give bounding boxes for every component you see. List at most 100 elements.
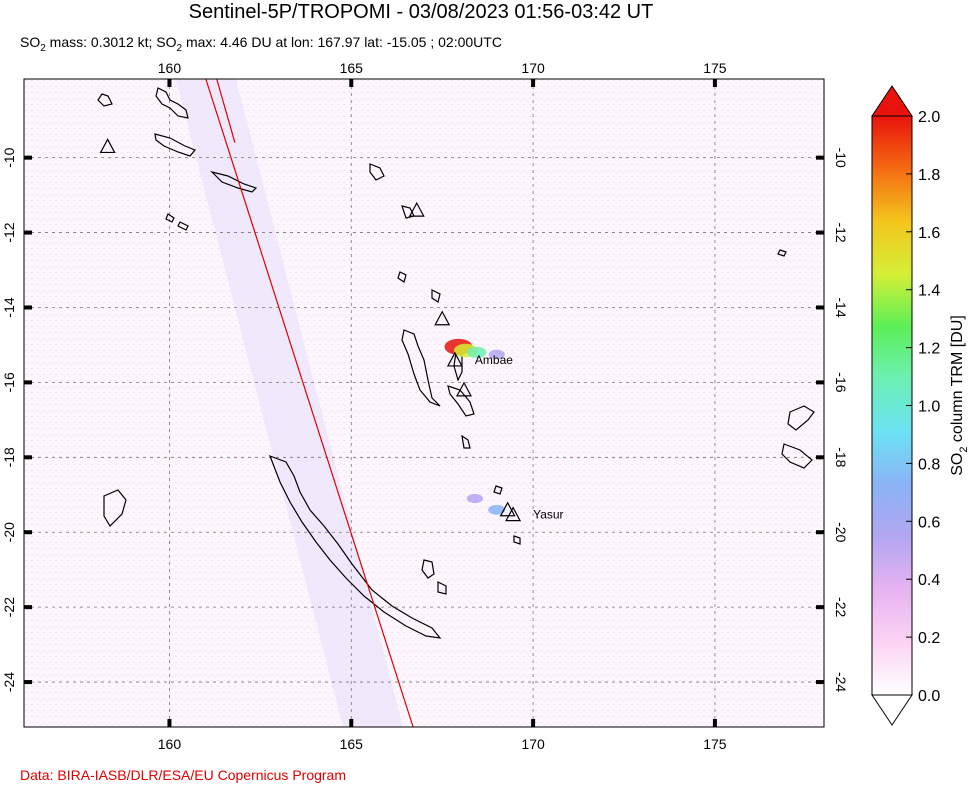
x-tick-label-top: 160	[158, 60, 182, 76]
y-tick-mark	[24, 155, 32, 160]
x-tick-mark	[167, 79, 172, 87]
y-tick-label-right: -16	[833, 372, 849, 392]
coastline-loyalty	[437, 581, 447, 595]
y-tick-label-left: -20	[1, 522, 17, 542]
y-tick-label-left: -18	[1, 447, 17, 467]
colorbar-tick-label: 0.0	[918, 688, 940, 705]
coastline-fiji	[787, 405, 815, 431]
x-tick-mark	[349, 79, 354, 87]
map-background	[24, 79, 824, 727]
y-tick-label-left: -16	[1, 372, 17, 392]
y-tick-label-left: -10	[1, 147, 17, 167]
coastline-solomon	[165, 213, 175, 223]
coastline-solomon	[210, 170, 258, 193]
coastline-vanuatu	[447, 385, 475, 417]
x-tick-mark	[531, 719, 536, 727]
y-tick-mark	[816, 230, 824, 235]
x-tick-label-bottom: 175	[703, 736, 727, 752]
colorbar-tick-label: 0.6	[918, 514, 940, 531]
y-tick-mark	[816, 680, 824, 685]
y-tick-mark	[24, 530, 32, 535]
y-tick-label-right: -10	[833, 148, 849, 168]
x-tick-label-bottom: 170	[521, 736, 545, 752]
y-tick-label-right: -18	[833, 447, 849, 467]
x-tick-mark	[167, 719, 172, 727]
y-tick-mark	[816, 530, 824, 535]
y-tick-label-left: -12	[1, 222, 17, 242]
orbit-line	[205, 78, 414, 728]
coastline-vanuatu	[401, 329, 441, 407]
y-tick-label-right: -14	[833, 297, 849, 317]
map-frame	[23, 78, 825, 728]
x-tick-label-top: 165	[340, 60, 364, 76]
y-tick-label-right: -20	[833, 522, 849, 542]
coastline-santacruz	[369, 163, 385, 181]
coastline-solomon	[177, 221, 189, 231]
y-tick-label-right: -24	[833, 672, 849, 692]
swath-area	[175, 79, 404, 727]
coastline-fiji	[781, 443, 813, 469]
coastline-vanuatu	[431, 289, 441, 303]
colorbar-tick-label: 2.0	[918, 109, 940, 126]
y-tick-label-right: -22	[833, 597, 849, 617]
volcano-marker	[408, 201, 425, 217]
coastline-vanuatu	[397, 271, 407, 283]
colorbar-tick-label: 1.0	[918, 399, 940, 416]
orbit-lines	[205, 78, 414, 728]
y-tick-mark	[816, 455, 824, 460]
coastline-solomon	[154, 133, 196, 157]
coastline-newcaledonia	[268, 454, 442, 639]
coastline-solomon	[155, 87, 189, 119]
colorbar-label: SO2 column TRM [DU]	[949, 315, 969, 476]
x-tick-mark	[531, 79, 536, 87]
y-tick-mark	[816, 305, 824, 310]
x-tick-mark	[712, 79, 717, 87]
volcano-marker	[434, 310, 451, 326]
volcano-marker	[505, 506, 522, 522]
volcano-label: Ambae	[475, 353, 513, 367]
x-tick-label-bottom: 160	[158, 736, 182, 752]
x-tick-label-top: 170	[521, 60, 545, 76]
coastline-solomon	[97, 93, 113, 107]
y-tick-mark	[24, 680, 32, 685]
chart-title: Sentinel-5P/TROPOMI - 03/08/2023 01:56-0…	[188, 1, 654, 23]
chart-subtitle: SO2 mass: 0.3012 kt; SO2 max: 4.46 DU at…	[20, 34, 502, 54]
colorbar-tick-label: 1.4	[918, 283, 940, 300]
so2-plume-point	[488, 504, 506, 515]
x-tick-label-top: 175	[703, 60, 727, 76]
coastline-chesterfield	[103, 489, 127, 527]
x-tick-label-bottom: 165	[340, 736, 364, 752]
y-tick-mark	[24, 455, 32, 460]
volcano-marker	[499, 501, 516, 517]
y-tick-mark	[816, 380, 824, 385]
volcano-markers: Ambae Yasur	[99, 138, 564, 522]
y-tick-label-left: -14	[1, 297, 17, 317]
colorbar-tick-label: 1.2	[918, 341, 940, 358]
colorbar: 0.0 0.2 0.4 0.6 0.8 1.0 1.2 1.4 1.6 1.8 2.0 SO2 col…	[871, 85, 969, 726]
y-tick-mark	[24, 305, 32, 310]
so2-plume-point	[466, 493, 484, 504]
colorbar-tick-label: 0.4	[918, 572, 940, 589]
data-credit: Data: BIRA-IASB/DLR/ESA/EU Copernicus Pr…	[20, 767, 347, 783]
colorbar-bar	[871, 115, 913, 696]
y-tick-mark	[24, 230, 32, 235]
volcano-marker	[446, 351, 463, 367]
so2-plume-point	[466, 346, 487, 359]
volcano-marker	[99, 138, 116, 154]
grid-lines	[24, 79, 824, 727]
swath-band	[175, 79, 404, 727]
y-tick-mark	[24, 605, 32, 610]
orbit-line	[216, 78, 236, 143]
so2-plume-point	[488, 349, 505, 359]
coastline-vanuatu	[493, 485, 503, 495]
colorbar-tick-label: 0.8	[918, 456, 940, 473]
x-tick-mark	[712, 719, 717, 727]
map-axes: 160 160 165 165 170 170 175 175 -10 -10 -12 -12 -14 -…	[1, 60, 849, 752]
colorbar-tick-label: 1.8	[918, 167, 940, 184]
so2-plumes	[444, 338, 506, 515]
volcano-marker	[455, 381, 473, 397]
coastline-vanuatu	[461, 434, 471, 449]
y-tick-mark	[816, 605, 824, 610]
y-tick-mark	[24, 380, 32, 385]
